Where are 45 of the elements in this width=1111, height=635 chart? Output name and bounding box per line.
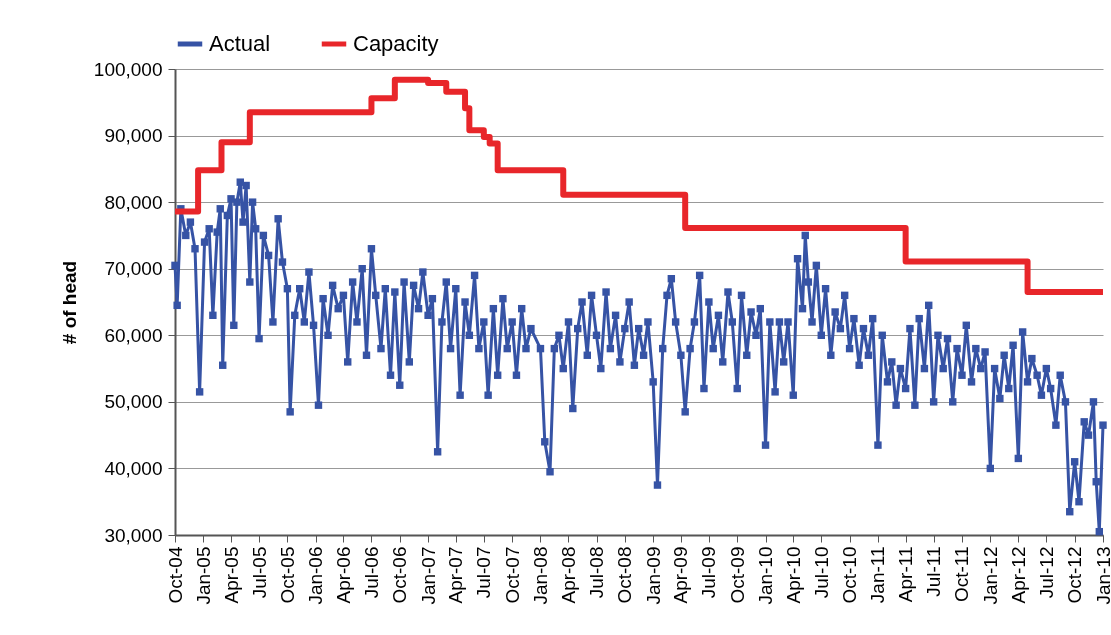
- x-tick-label: Jan-05: [192, 546, 214, 605]
- x-tick-label: Apr-07: [445, 546, 467, 604]
- x-tick-label: Apr-06: [332, 546, 354, 604]
- x-tick-label: Jul-11: [923, 546, 945, 597]
- x-tick-label: Apr-12: [1007, 546, 1029, 604]
- legend-label: Capacity: [353, 31, 439, 56]
- x-tick-label: Oct-04: [164, 546, 186, 604]
- x-tick-label: Oct-06: [389, 546, 411, 604]
- x-tick-label: Oct-08: [614, 546, 636, 604]
- x-tick-label: Jan-06: [305, 546, 327, 605]
- x-tick-label: Apr-11: [895, 546, 917, 603]
- x-tick-label: Oct-11: [951, 546, 973, 603]
- x-tick-label: Oct-07: [501, 546, 523, 604]
- x-tick-label: Oct-10: [839, 546, 861, 604]
- x-tick-label: Jan-08: [529, 546, 551, 605]
- x-tick-label: Jul-07: [473, 546, 495, 599]
- x-tick-label: Jan-12: [979, 546, 1001, 605]
- y-tick-label: 80,000: [104, 191, 163, 213]
- y-tick-label: 60,000: [104, 324, 163, 346]
- x-tick-label: Jul-06: [360, 546, 382, 599]
- x-tick-label: Oct-12: [1064, 546, 1086, 604]
- x-tick-label: Jan-07: [417, 546, 439, 605]
- x-tick-label: Jul-05: [248, 546, 270, 599]
- x-tick-label: Jul-08: [586, 546, 608, 599]
- y-tick-label: 50,000: [104, 391, 163, 413]
- x-tick-label: Apr-10: [782, 546, 804, 604]
- y-axis-title: # of head: [58, 260, 80, 345]
- x-tick-label: Apr-08: [557, 546, 579, 604]
- x-tick-label: Oct-05: [276, 546, 298, 604]
- x-tick-label: Jan-11: [867, 546, 889, 604]
- x-tick-label: Apr-09: [670, 546, 692, 604]
- y-tick-label: 70,000: [104, 258, 163, 280]
- x-tick-label: Jul-12: [1035, 546, 1057, 599]
- x-tick-label: Jul-10: [810, 546, 832, 599]
- y-tick-label: 100,000: [93, 58, 163, 80]
- x-tick-label: Jan-10: [755, 546, 777, 605]
- x-tick-label: Jan-13: [1092, 546, 1111, 605]
- legend-label: Actual: [209, 31, 271, 56]
- y-tick-label: 40,000: [104, 457, 163, 479]
- y-tick-label: 90,000: [104, 125, 163, 147]
- x-tick-label: Oct-09: [726, 546, 748, 604]
- x-tick-label: Apr-05: [220, 546, 242, 604]
- x-tick-label: Jan-09: [642, 546, 664, 605]
- y-tick-label: 30,000: [104, 524, 163, 546]
- x-tick-label: Jul-09: [698, 546, 720, 599]
